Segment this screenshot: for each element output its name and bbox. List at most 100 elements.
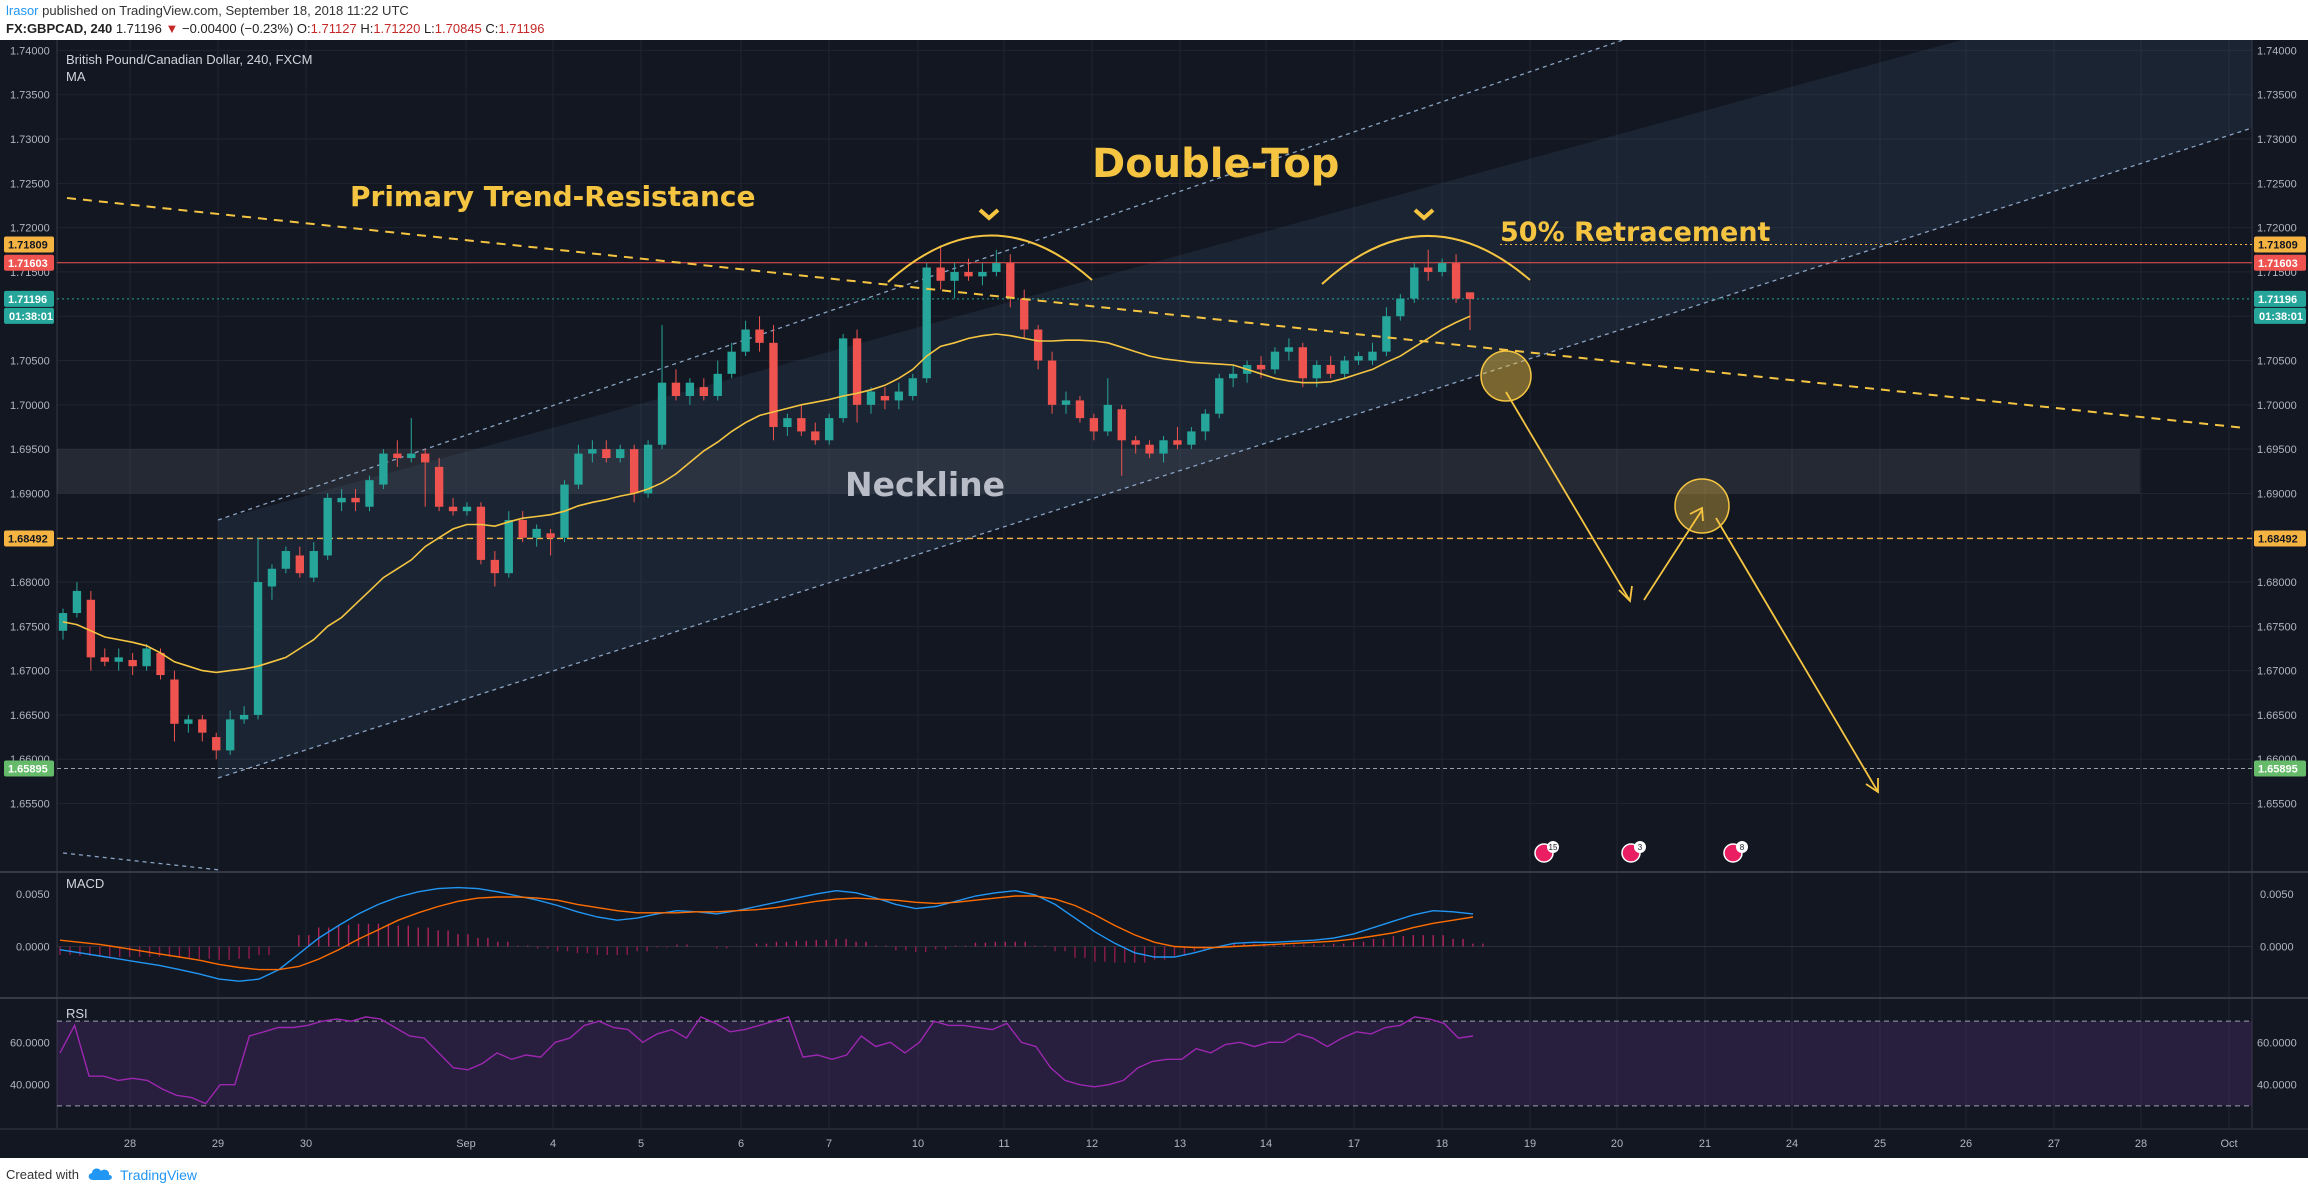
macd-tick-right: 0.0050 (2260, 889, 2294, 901)
projection-arrow-1 (1505, 391, 1631, 602)
time-tick-label: 24 (1786, 1138, 1798, 1150)
signal-line (59, 895, 1474, 971)
candle-body (100, 657, 109, 662)
time-tick-label: Sep (456, 1138, 476, 1150)
time-tick-label: Oct (2220, 1138, 2237, 1150)
price-tick-right: 1.67000 (2257, 666, 2297, 678)
published-text: published on TradingView.com, September … (42, 3, 409, 18)
ma-indicator-label[interactable]: MA (66, 69, 86, 84)
horizontal-levels (57, 244, 2252, 770)
neckline-zone-rect (57, 449, 2140, 494)
channel-lower-line (217, 127, 2253, 779)
countdown-right: 01:38:01 (2259, 311, 2303, 323)
candle-body (783, 418, 792, 427)
time-tick-label: 30 (300, 1138, 312, 1150)
candle-body (992, 263, 1001, 272)
candle-body (588, 449, 597, 454)
price-tag-bg (2254, 236, 2306, 253)
projection-arrow-2 (1643, 509, 1703, 601)
primary-trend-resistance-label: Primary Trend-Resistance (350, 180, 756, 213)
ascending-channel (62, 40, 2253, 871)
candle-body (727, 351, 736, 374)
candle-body (741, 329, 750, 352)
price-tag-left: 1.71809 (8, 240, 48, 252)
candle-body (518, 520, 527, 538)
candle-body (309, 551, 318, 578)
price-tick-left: 1.68000 (10, 577, 50, 589)
rsi-line (59, 1016, 1474, 1105)
price-tag-left: 1.71603 (8, 258, 48, 270)
candle-body (1033, 329, 1043, 361)
price-tag-right: 1.71196 (2258, 294, 2297, 306)
candle-body (1103, 404, 1112, 432)
candle-body (379, 453, 388, 485)
time-tick-label: 12 (1086, 1138, 1098, 1150)
price-tick-right: 1.73500 (2257, 90, 2297, 102)
candle-body (1201, 413, 1210, 432)
candle-body (1451, 263, 1461, 299)
candle-body (602, 449, 611, 458)
price-tag-right: 1.71809 (2258, 240, 2298, 252)
candle-body (365, 480, 374, 507)
price-tag-right: 1.65895 (2258, 764, 2298, 776)
candle-body (490, 559, 500, 574)
candle-body (657, 382, 667, 445)
candle-body (128, 660, 137, 667)
macd-tick-left: 0.0050 (16, 889, 50, 901)
rsi-tick-right: 60.0000 (2257, 1037, 2297, 1049)
author-link[interactable]: lrasor (6, 3, 39, 18)
price-tick-left: 1.72500 (10, 178, 50, 190)
candle-body (212, 737, 221, 751)
candle-body (1368, 351, 1377, 361)
macd-pane (57, 886, 2252, 982)
candle-body (1187, 431, 1196, 445)
price-tag-bg (2254, 290, 2306, 307)
event-count-badge (1547, 841, 1559, 853)
candle-body (811, 431, 820, 441)
time-tick-label: 4 (550, 1138, 556, 1150)
annotation-texts: Primary Trend-Resistance Double-Top 50% … (350, 141, 1771, 504)
price-tag-left: 1.65895 (8, 764, 48, 776)
candle-body (908, 378, 917, 396)
candle-body (1340, 360, 1349, 374)
low-label: L: (423, 21, 435, 36)
instrument-title: British Pound/Canadian Dollar, 240, FXCM (66, 52, 312, 67)
candle-body (1284, 347, 1294, 352)
candle-body (532, 528, 541, 538)
high-label: H: (360, 21, 374, 36)
price-tick-right: 1.73000 (2257, 134, 2297, 146)
price-tick-right: 1.69000 (2257, 488, 2297, 500)
candle-body (239, 714, 249, 720)
second-top-arc (1321, 235, 1531, 285)
candle-body (797, 418, 806, 432)
price-tick-left: 1.70000 (10, 400, 50, 412)
economic-events[interactable]: 15 3 8 (1534, 841, 1748, 863)
price-tick-left: 1.67500 (10, 621, 50, 633)
open-value: 1.71127 (310, 21, 357, 36)
candle-body (184, 719, 193, 724)
candle-body (769, 342, 778, 427)
rsi-pane (57, 1016, 2252, 1107)
candle-body (337, 497, 346, 503)
candle-body (671, 382, 681, 396)
price-tick-right: 1.72000 (2257, 223, 2297, 235)
tradingview-link[interactable]: TradingView (120, 1167, 198, 1183)
countdown-left: 01:38:01 (9, 311, 53, 323)
close-value: 1.71196 (498, 21, 545, 36)
rsi-tick-left: 40.0000 (10, 1080, 50, 1092)
candle-body (866, 391, 876, 405)
price-tick-right: 1.74000 (2257, 45, 2297, 57)
rsi-tick-left: 60.0000 (10, 1037, 50, 1049)
candle-body (936, 267, 945, 281)
ma-line (62, 315, 1471, 674)
down-arrow-icon: ▼ (165, 21, 179, 36)
price-change: −0.00400 (−0.23%) (181, 21, 294, 36)
time-tick-label: 17 (1348, 1138, 1360, 1150)
price-tick-right: 1.67500 (2257, 621, 2297, 633)
event-count-badge (1634, 841, 1646, 853)
time-tick-label: 19 (1524, 1138, 1536, 1150)
event-count: 8 (1740, 843, 1745, 852)
time-tick-label: 28 (2135, 1138, 2147, 1150)
price-tag-bg (2254, 760, 2306, 777)
